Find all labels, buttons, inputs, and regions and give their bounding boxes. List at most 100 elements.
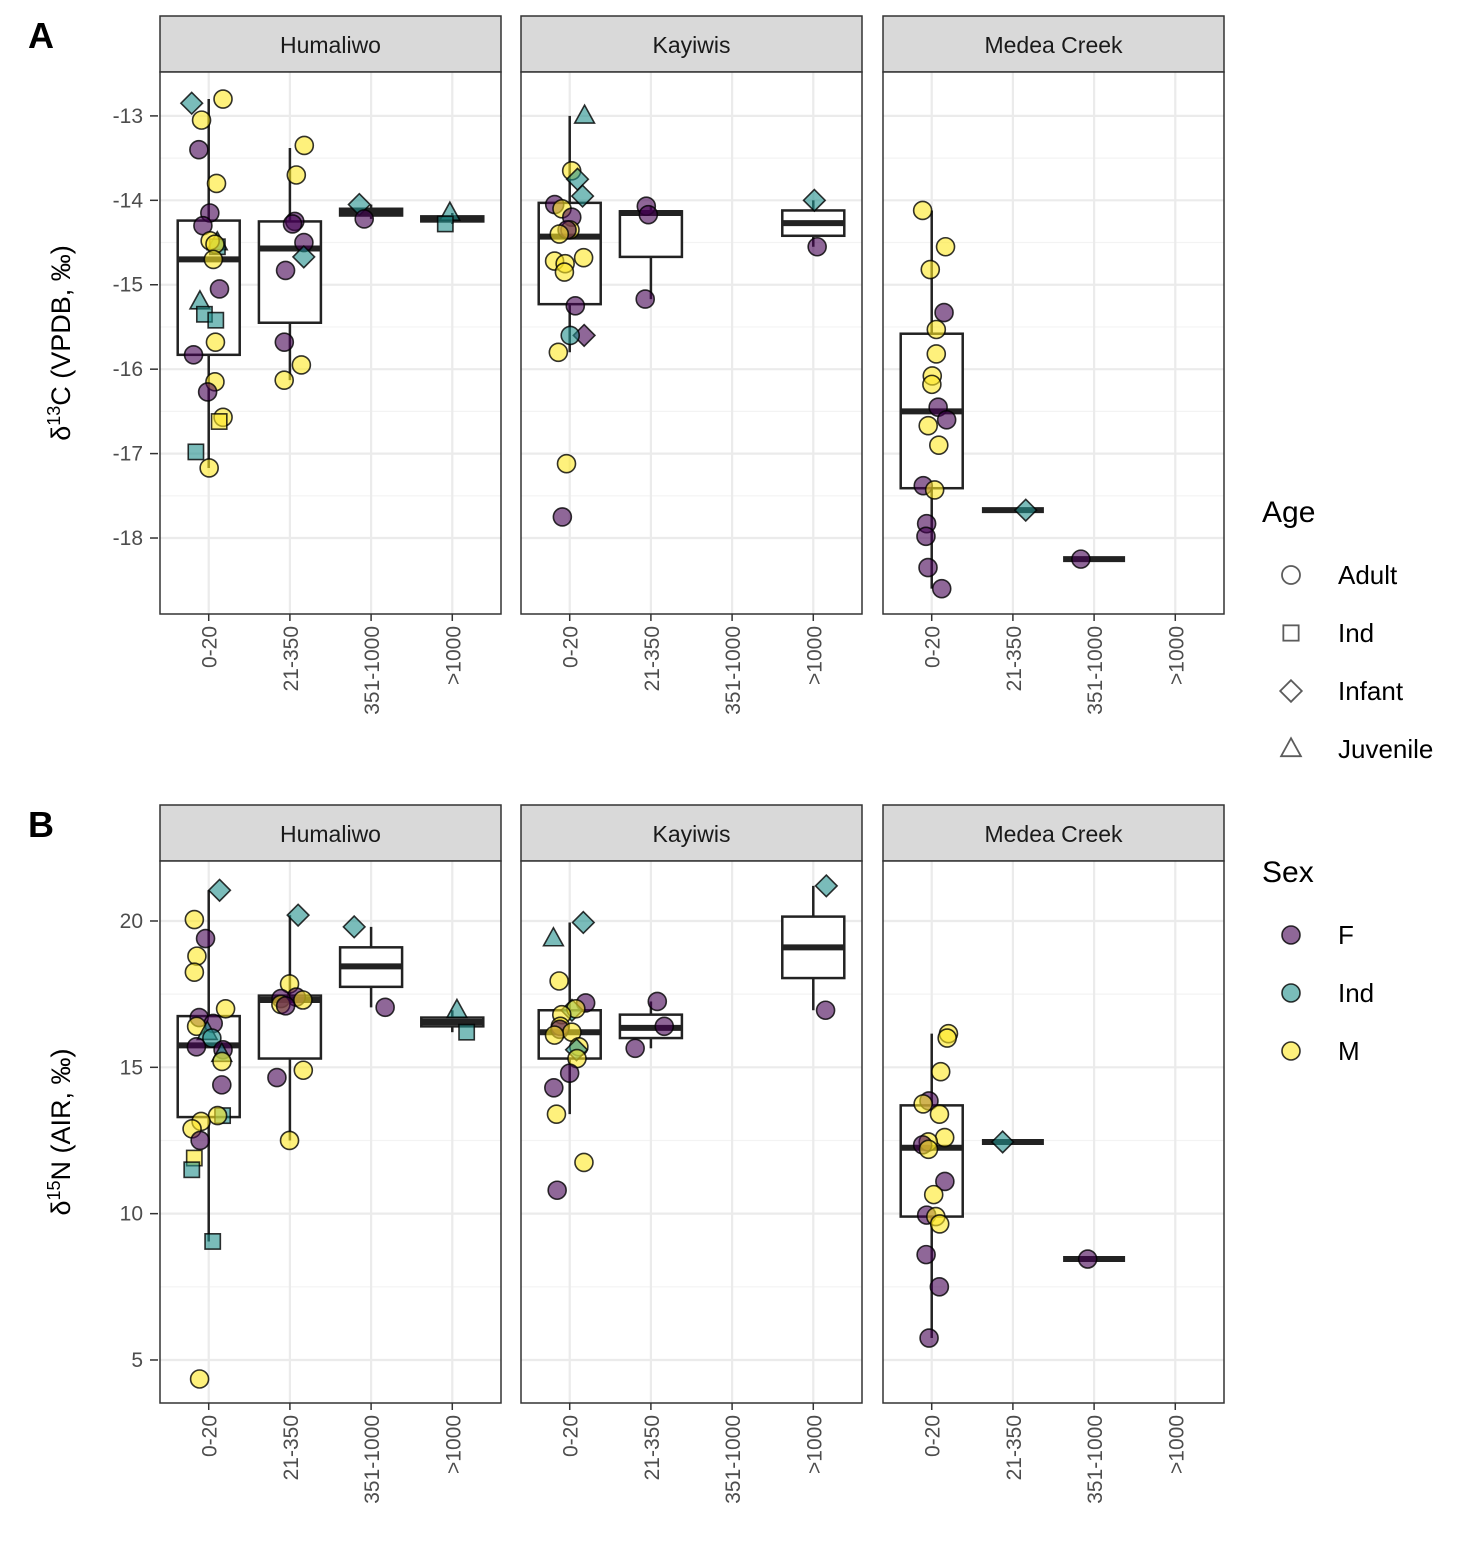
data-point: [375, 997, 395, 1018]
y-label-superscript: 15: [44, 1180, 64, 1200]
data-point: [445, 997, 469, 1019]
data-point: [807, 236, 827, 257]
data-point: [815, 1000, 836, 1021]
data-point: [918, 415, 939, 436]
x-tick-label: 21-350: [641, 626, 664, 691]
data-point: [274, 370, 295, 390]
data-point: [549, 971, 569, 991]
data-point: [544, 1078, 564, 1098]
data-point: [913, 1094, 933, 1114]
data-point: [571, 910, 596, 935]
facet-title: Medea Creek: [984, 32, 1123, 58]
data-point: [282, 214, 303, 234]
x-tick-label: 351-1000: [1084, 626, 1107, 715]
data-point: [183, 345, 204, 365]
facet-title: Kayiwis: [653, 32, 731, 58]
data-point: [1013, 498, 1038, 523]
legend: Age Adult Ind Infant Juvenile Sex F Ind M: [1262, 496, 1433, 1066]
facet-kayiwis: Kayiwis 0-20 21-350 351-1000 >1000: [520, 804, 863, 1504]
data-point: [635, 289, 656, 309]
data-point: [212, 1075, 232, 1095]
data-point: [197, 382, 218, 402]
y-tick-label: -13: [113, 105, 143, 128]
data-point: [929, 1214, 950, 1234]
data-point: [294, 135, 315, 156]
data-point: [931, 578, 952, 599]
x-tick-label: >1000: [803, 1415, 826, 1474]
facet-strip: [882, 15, 1225, 73]
data-point: [560, 325, 581, 346]
data-point: [559, 1063, 580, 1083]
data-point: [918, 1139, 939, 1160]
data-point: [935, 1171, 955, 1192]
data-point: [625, 1038, 645, 1059]
facet-kayiwis: Kayiwis 0-20 21-350 351-1000 >1000: [520, 15, 863, 715]
data-point: [436, 215, 454, 233]
data-point: [552, 507, 573, 527]
x-tick-label: 21-350: [280, 626, 303, 691]
legend-color-swatch-icon: [1281, 983, 1301, 1003]
data-point: [342, 914, 367, 939]
legend-age-label: Infant: [1338, 676, 1404, 706]
data-point: [937, 1028, 957, 1048]
data-point: [546, 1104, 567, 1124]
y-tick-label: -14: [113, 189, 144, 212]
data-point: [189, 139, 209, 160]
data-point: [930, 1061, 951, 1082]
data-point: [647, 991, 668, 1012]
legend-color-swatch-icon: [1281, 1041, 1301, 1061]
data-point: [212, 1051, 232, 1072]
facet-title: Humaliwo: [280, 821, 381, 847]
data-point: [638, 204, 659, 225]
legend-age-label: Adult: [1338, 560, 1398, 590]
legend-age-label: Ind: [1338, 618, 1374, 648]
y-tick-label: 15: [120, 1056, 143, 1079]
data-point: [990, 1130, 1015, 1154]
y-label-superscript: 13: [44, 406, 64, 426]
x-tick-label: 351-1000: [1084, 1415, 1107, 1504]
data-point: [565, 296, 586, 316]
legend-color-swatch-icon: [1281, 925, 1301, 945]
data-point: [184, 962, 205, 983]
x-tick-label: 21-350: [641, 1415, 664, 1480]
legend-diamond-icon: [1278, 678, 1304, 704]
data-point: [574, 1152, 594, 1173]
data-point: [935, 236, 956, 257]
legend-sex-label: Ind: [1338, 978, 1374, 1008]
data-point: [934, 302, 954, 323]
data-point: [548, 342, 569, 363]
x-tick-label: 21-350: [1003, 626, 1026, 691]
facet-strip: [520, 804, 863, 862]
data-point: [920, 259, 941, 280]
x-tick-label: 0-20: [922, 1415, 945, 1457]
data-point: [267, 1067, 287, 1088]
data-point: [573, 103, 596, 124]
x-tick-label: 21-350: [280, 1415, 303, 1480]
data-point: [549, 224, 570, 244]
data-point: [205, 332, 226, 352]
plot-border: [159, 860, 502, 1404]
data-point: [916, 526, 936, 547]
y-label-text: C (VPDB, ‰): [46, 245, 76, 406]
y-label-delta: δ: [46, 426, 76, 441]
data-point: [542, 926, 565, 947]
data-point: [654, 1016, 675, 1037]
data-point: [210, 413, 228, 430]
data-point: [207, 1105, 228, 1126]
data-point: [291, 244, 316, 269]
x-tick-label: 0-20: [199, 626, 222, 668]
data-point: [929, 1277, 950, 1297]
data-point: [936, 410, 957, 430]
x-tick-label: 0-20: [560, 626, 583, 668]
data-point: [204, 1233, 222, 1250]
data-point: [916, 1244, 936, 1265]
y-tick-label: -18: [113, 527, 143, 550]
data-point: [291, 355, 312, 375]
legend-age-label: Juvenile: [1338, 734, 1433, 764]
data-point: [814, 873, 839, 898]
data-point: [912, 200, 933, 221]
data-point: [183, 1161, 201, 1179]
